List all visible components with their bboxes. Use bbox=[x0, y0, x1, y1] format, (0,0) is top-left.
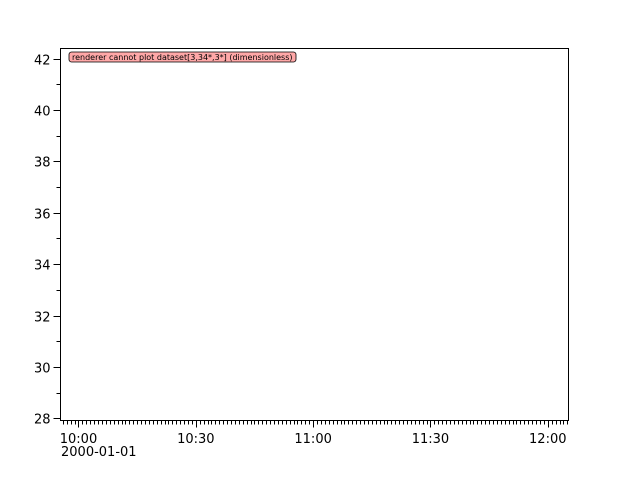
x-tick-label: 10:30 bbox=[177, 432, 214, 447]
x-tick-label: 11:00 bbox=[294, 432, 331, 447]
y-tick-label: 34 bbox=[34, 259, 51, 274]
y-tick-label: 40 bbox=[34, 105, 51, 120]
x-tick-label: 10:00 bbox=[60, 432, 97, 447]
y-tick-label: 28 bbox=[34, 413, 51, 428]
y-tick-label: 36 bbox=[34, 208, 51, 223]
error-annotation: renderer cannot plot dataset[3,34*,3*] (… bbox=[68, 51, 297, 63]
y-tick-label: 30 bbox=[34, 362, 51, 377]
x-date-label: 2000-01-01 bbox=[61, 445, 137, 460]
plot-area bbox=[60, 48, 569, 421]
y-tick-label: 32 bbox=[34, 311, 51, 326]
error-message: renderer cannot plot dataset[3,34*,3*] (… bbox=[72, 53, 293, 62]
x-tick-label: 12:00 bbox=[529, 432, 566, 447]
y-tick-label: 38 bbox=[34, 156, 51, 171]
x-tick-label: 11:30 bbox=[412, 432, 449, 447]
y-tick-label: 42 bbox=[34, 54, 51, 69]
